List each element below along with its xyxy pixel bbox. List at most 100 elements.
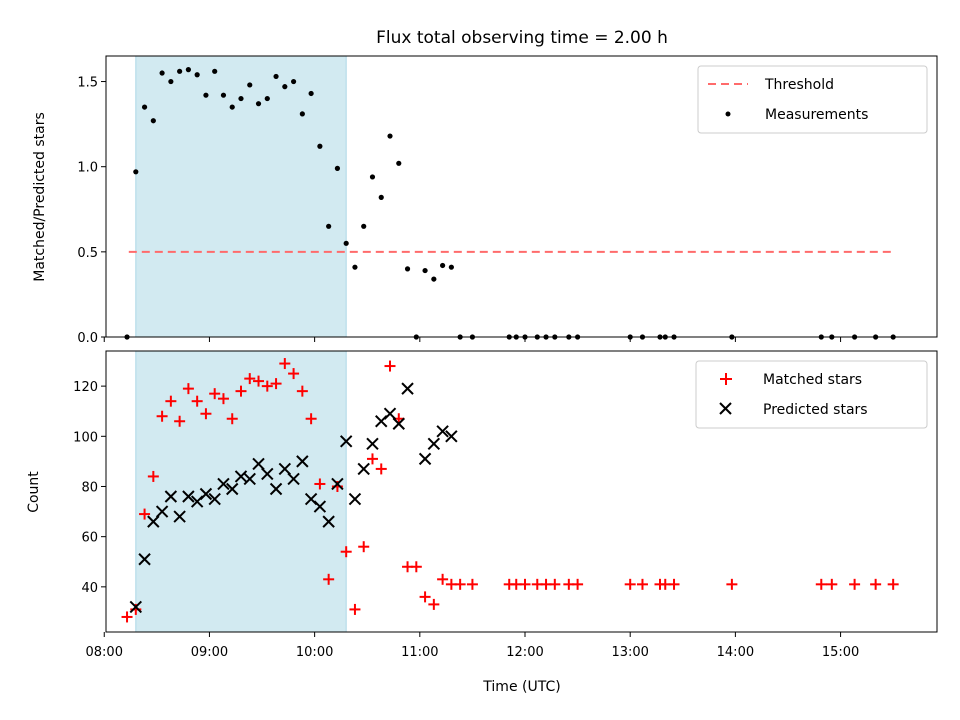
matched-star-point (156, 410, 168, 422)
top-legend: Threshold Measurements (697, 65, 928, 134)
measurement-point (177, 68, 183, 74)
predicted-star-point (208, 492, 221, 506)
measurement-point (334, 165, 341, 171)
predicted-star-point (217, 477, 230, 491)
chart-title: Flux total observing time = 2.00 h (376, 28, 668, 48)
predicted-star-point (129, 600, 143, 614)
matched-star-point (849, 578, 861, 590)
measurement-point (326, 223, 332, 229)
predicted-star-point (322, 515, 335, 528)
x-tick-label: 15:00 (822, 645, 859, 660)
matched-star-point (366, 453, 378, 465)
matched-star-point (244, 373, 256, 385)
measurement-point (404, 266, 411, 272)
predicted-star-point (243, 472, 256, 486)
matched-star-point (826, 578, 838, 590)
top-panel: 0.0 0.5 1.0 1.5 Matched/Predicted stars Thr… (32, 55, 938, 346)
x-axis-label: Time (UTC) (482, 679, 560, 695)
x-tick-label: 09:00 (191, 645, 228, 660)
matched-star-point (454, 578, 466, 590)
matched-star-point (340, 546, 352, 558)
predicted-star-point (427, 437, 441, 451)
legend-measurements-label: Measurements (765, 107, 868, 123)
legend-matched-swatch (720, 373, 732, 385)
top-y-axis-label: Matched/Predicted stars (32, 112, 48, 282)
measurement-point (264, 95, 270, 102)
matched-star-point (121, 611, 133, 623)
bottom-y-tick-label: 80 (81, 480, 98, 495)
matched-star-point (165, 395, 177, 407)
top-y-tick-label: 0.5 (77, 246, 98, 261)
matched-star-point (200, 408, 212, 420)
measurement-point (396, 160, 402, 166)
matched-star-point (261, 380, 273, 392)
bottom-panel: 08:00 09:00 10:00 11:00 12:00 13:00 14:00 15:00… (26, 350, 938, 695)
matched-star-point (358, 541, 370, 553)
predicted-star-point (313, 500, 327, 513)
bottom-y-tick-label: 60 (81, 531, 98, 546)
predicted-star-point (331, 477, 344, 491)
matched-star-point (410, 561, 422, 573)
legend-predicted-label: Predicted stars (763, 402, 868, 418)
top-axes-frame (105, 55, 938, 338)
matched-star-point (270, 378, 282, 390)
predicted-star-point (392, 417, 405, 430)
predicted-star-point (357, 462, 370, 476)
x-tick-label: 08:00 (86, 645, 123, 660)
measurement-point (317, 143, 323, 149)
measurement-point (203, 92, 209, 98)
matched-star-point (314, 478, 326, 490)
matched-star-point (253, 375, 265, 387)
matched-star-point (235, 385, 247, 397)
measurement-point (185, 67, 191, 73)
measurement-point (238, 95, 244, 102)
measurement-point (282, 84, 288, 90)
x-tick-label: 13:00 (611, 645, 648, 660)
predicted-star-point (366, 437, 379, 451)
predicted-star-point (445, 430, 458, 443)
matched-star-point (466, 578, 478, 590)
top-y-ticks: 0.0 0.5 1.0 1.5 (77, 76, 106, 346)
matched-star-point (636, 578, 648, 590)
x-tick-label: 11:00 (401, 645, 438, 660)
measurement-point (352, 264, 358, 270)
measurement-point (387, 133, 393, 139)
bottom-axes-frame (105, 350, 938, 633)
predicted-star-point (287, 472, 300, 486)
bottom-legend-box (695, 360, 928, 429)
top-y-tick-label: 1.5 (77, 76, 98, 91)
matched-star-point (887, 578, 899, 590)
matched-star-point (279, 358, 291, 370)
measurement-point (168, 78, 174, 85)
legend-threshold-label: Threshold (764, 77, 834, 93)
predicted-star-point (348, 492, 362, 506)
top-shaded-interval (135, 55, 347, 338)
predicted-star-point (199, 487, 213, 501)
legend-measurements-swatch (725, 111, 731, 117)
predicted-star-point (261, 467, 274, 481)
top-legend-box (697, 65, 928, 134)
bottom-y-tick-label: 100 (73, 430, 98, 445)
predicted-star-point (278, 462, 292, 476)
measurement-point (159, 70, 165, 76)
matched-star-point (305, 413, 317, 425)
bottom-y-tick-label: 120 (73, 380, 98, 395)
top-y-tick-label: 0.0 (77, 331, 98, 346)
matched-star-point (349, 603, 361, 615)
matched-star-point (870, 578, 882, 590)
matched-star-point (226, 413, 238, 425)
matched-star-point (572, 578, 584, 590)
matched-star-point (296, 385, 308, 397)
matched-star-point (191, 395, 203, 407)
matched-star-point (726, 578, 738, 590)
matched-star-point (375, 463, 387, 475)
x-tick-label: 12:00 (506, 645, 543, 660)
predicted-star-point (339, 435, 353, 448)
predicted-star-point (401, 382, 414, 395)
predicted-star-point (252, 457, 265, 471)
matched-star-point (419, 591, 431, 603)
measurement-point (141, 104, 148, 110)
bottom-y-ticks: 40 60 80 100 120 (73, 380, 106, 596)
bottom-legend: Matched stars Predicted stars (695, 360, 928, 429)
